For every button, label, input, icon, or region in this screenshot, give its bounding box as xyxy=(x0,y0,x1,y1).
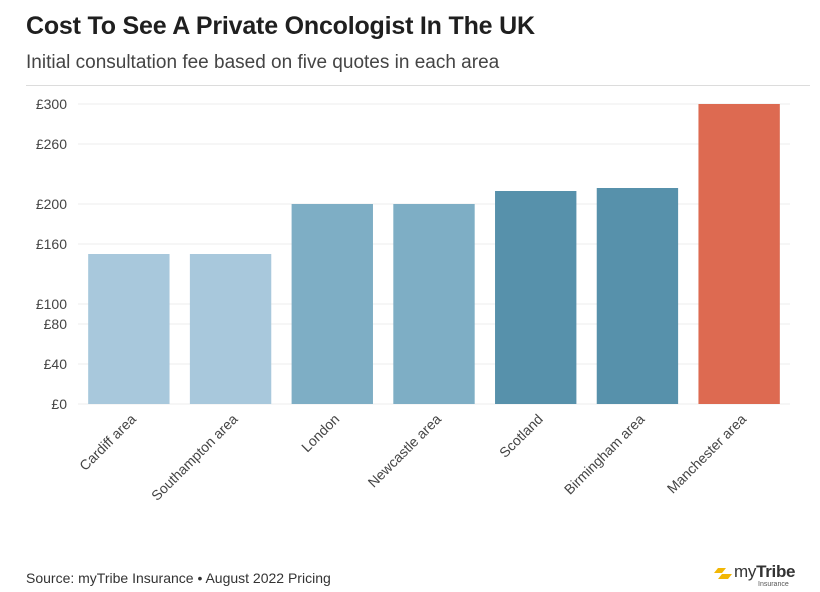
y-tick-label: £100 xyxy=(36,296,67,312)
bar-newcastle-area xyxy=(393,204,475,404)
y-tick-label: £160 xyxy=(36,236,67,252)
chart-subtitle: Initial consultation fee based on five q… xyxy=(26,52,500,73)
chart-title: Cost To See A Private Oncologist In The … xyxy=(26,12,535,40)
bar-london xyxy=(291,204,373,404)
bar-chart: £0 £40 £80 £100 £160 £200 £260 £300 Cardiff area… xyxy=(36,96,790,504)
bar-cardiff-area xyxy=(88,254,170,404)
x-category-label: Manchester area xyxy=(664,411,750,497)
bar-birmingham-area xyxy=(596,188,679,404)
logo-wordmark: myTribe xyxy=(734,562,795,582)
y-tick-label: £300 xyxy=(36,96,67,112)
bar-southampton-area xyxy=(189,254,272,404)
x-category-label: Cardiff area xyxy=(76,411,139,474)
mytribe-logo: myTribe Insurance xyxy=(714,562,810,590)
x-category-label: London xyxy=(298,411,342,455)
y-tick-label: £80 xyxy=(44,316,68,332)
bar-manchester-area xyxy=(698,104,780,404)
y-tick-label: £260 xyxy=(36,136,67,152)
logo-subtitle: Insurance xyxy=(758,581,789,588)
y-tick-label: £40 xyxy=(44,356,68,372)
y-tick-label: £0 xyxy=(51,396,67,412)
logo-my: my xyxy=(734,562,757,581)
bar-scotland xyxy=(495,191,577,404)
x-category-label: Southampton area xyxy=(148,411,241,504)
logo-stripes-icon xyxy=(714,568,732,579)
header-divider xyxy=(26,85,810,86)
logo-tribe: Tribe xyxy=(756,562,796,581)
x-category-label: Scotland xyxy=(496,411,546,461)
source-note: Source: myTribe Insurance • August 2022 … xyxy=(26,570,331,586)
x-category-label: Newcastle area xyxy=(365,411,445,491)
x-category-label: Birmingham area xyxy=(561,411,648,498)
y-tick-label: £200 xyxy=(36,196,67,212)
